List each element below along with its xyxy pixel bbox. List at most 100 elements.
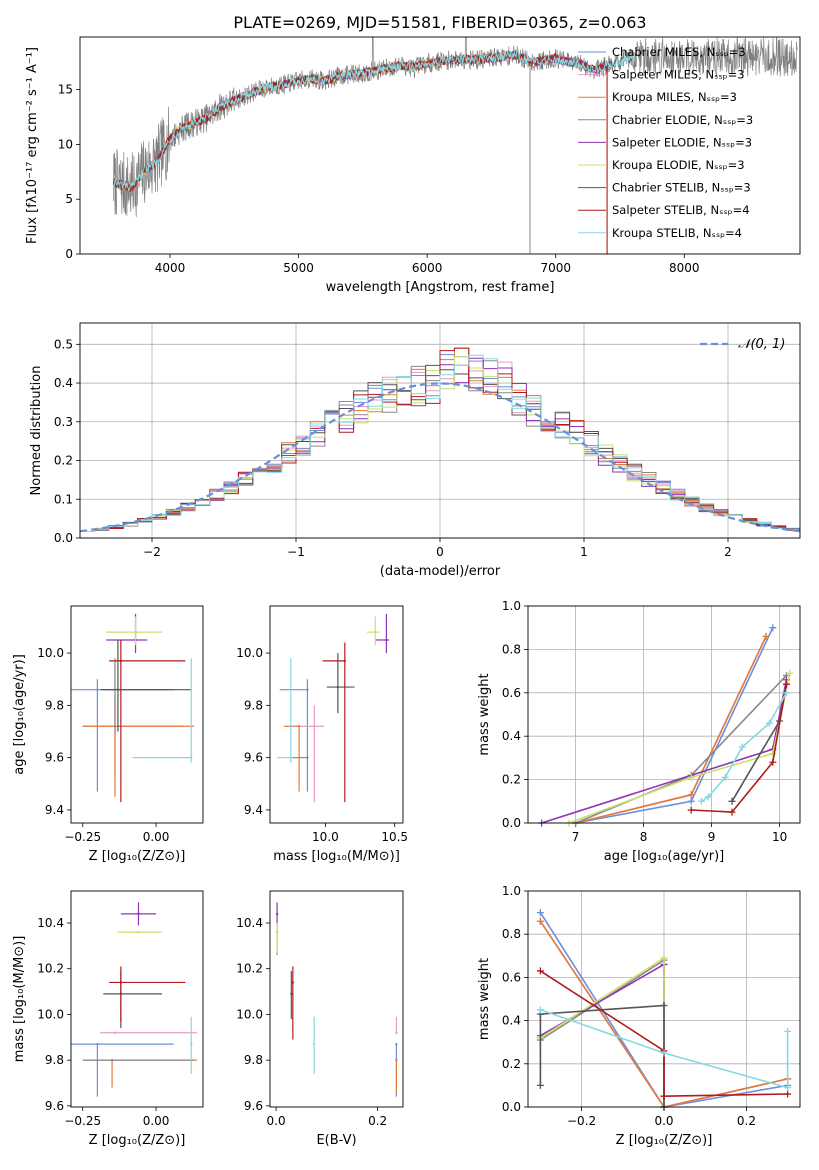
y-tick-label: 0.2 xyxy=(502,1057,521,1071)
y-tick-label: 9.6 xyxy=(244,751,263,765)
legend-entry: Salpeter ELODIE, Nₛₛₚ=3 xyxy=(612,135,752,149)
axes-frame xyxy=(70,890,204,1108)
weight-line-5 xyxy=(539,956,665,1107)
y-axis-label: Normed distribution xyxy=(29,366,44,496)
axes-frame xyxy=(527,605,801,824)
weight-marker xyxy=(721,773,729,781)
data-point xyxy=(313,725,316,728)
y-tick-label: 10.0 xyxy=(37,646,64,660)
data-point xyxy=(297,725,301,728)
weight-marker xyxy=(536,1006,544,1014)
weight-line-6 xyxy=(731,683,788,802)
x-tick-label: −1 xyxy=(287,545,305,559)
spectrum-model-2 xyxy=(112,50,608,254)
weight-marker xyxy=(769,750,777,758)
data-point xyxy=(343,659,347,663)
x-tick-label: 0 xyxy=(436,545,444,559)
weight-line-1 xyxy=(575,636,767,823)
y-tick-label: 0.3 xyxy=(54,415,73,429)
y-tick-label: 1.0 xyxy=(502,884,521,898)
axes-frame xyxy=(527,890,801,1108)
x-tick-label: 0.2 xyxy=(368,1114,387,1128)
y-tick-label: 0.0 xyxy=(502,816,521,830)
weight-line-5 xyxy=(568,673,791,823)
x-tick-label: 8 xyxy=(640,830,648,844)
y-axis-label: mass weight xyxy=(477,673,492,755)
data-point xyxy=(137,912,140,916)
axes-frame xyxy=(269,890,404,1108)
y-tick-label: 0.6 xyxy=(502,686,521,700)
data-point xyxy=(190,1042,193,1046)
weight-line-8 xyxy=(700,692,788,802)
y-tick-label: 9.8 xyxy=(45,1053,64,1067)
data-point xyxy=(119,981,123,984)
x-tick-label: 7 xyxy=(572,830,580,844)
y-axis-label: mass [log₁₀(M/M⊙)] xyxy=(12,936,27,1063)
panel-age_vs_Z: −0.25 0.00 9.4 9.6 9.8 10.0 Z [log₁₀(Z/Z⊙)] age… xyxy=(12,605,204,864)
data-point xyxy=(336,685,340,689)
weight-marker xyxy=(762,632,770,640)
x-tick-label: 9 xyxy=(708,830,716,844)
data-point xyxy=(96,688,99,691)
weight-line-0 xyxy=(575,627,774,823)
spectrum-model-8 xyxy=(112,49,634,192)
legend-entry: Chabrier MILES, Nₛₛₚ=3 xyxy=(612,45,746,59)
weight-line-2 xyxy=(575,636,767,823)
legend-entry: Chabrier STELIB, Nₛₛₚ=3 xyxy=(612,181,751,195)
y-tick-label: 15 xyxy=(58,83,73,97)
weight-marker xyxy=(784,1090,792,1098)
y-tick-label: 0.4 xyxy=(502,729,521,743)
axes-frame xyxy=(269,605,404,824)
y-tick-label: 10.2 xyxy=(37,962,64,976)
y-tick-label: 10 xyxy=(58,137,73,151)
data-point xyxy=(96,1042,99,1046)
x-axis-label: wavelength [Angstrom, rest frame] xyxy=(326,280,555,295)
y-tick-label: 1.0 xyxy=(502,599,521,613)
weight-line-4 xyxy=(540,963,665,1107)
x-tick-label: −0.25 xyxy=(64,830,101,844)
x-axis-label: (data-model)/error xyxy=(380,564,501,579)
x-tick-label: 2 xyxy=(724,545,732,559)
data-point xyxy=(275,912,279,916)
y-tick-label: 0.4 xyxy=(54,376,73,390)
x-tick-label: −0.25 xyxy=(64,1114,101,1128)
data-point xyxy=(306,756,309,759)
weight-marker xyxy=(536,909,544,917)
x-axis-label: Z [log₁₀(Z/Z⊙)] xyxy=(616,1133,713,1148)
data-point xyxy=(134,630,137,634)
y-tick-label: 9.6 xyxy=(45,751,64,765)
y-tick-label: 10.0 xyxy=(236,1007,263,1021)
weight-marker xyxy=(704,793,712,801)
axes-frame xyxy=(79,322,801,539)
y-tick-label: 0.2 xyxy=(54,454,73,468)
y-tick-label: 0.2 xyxy=(502,773,521,787)
x-tick-label: 4000 xyxy=(155,261,186,275)
data-point xyxy=(290,992,293,996)
x-tick-label: 0.00 xyxy=(143,1114,170,1128)
y-tick-label: 10.0 xyxy=(37,1007,64,1021)
x-axis-label: E(B-V) xyxy=(316,1133,356,1148)
y-tick-label: 0.1 xyxy=(54,492,73,506)
weight-marker xyxy=(784,1027,792,1035)
weight-marker xyxy=(536,1081,544,1089)
x-tick-label: −0.2 xyxy=(567,1114,596,1128)
legend-entry: Kroupa MILES, Nₛₛₚ=3 xyxy=(612,90,737,104)
weight-marker xyxy=(536,917,544,925)
data-point xyxy=(395,1058,398,1062)
x-tick-label: 8000 xyxy=(669,261,700,275)
axes-frame xyxy=(79,36,801,255)
weight-marker xyxy=(660,1049,668,1057)
weight-marker xyxy=(728,808,736,816)
x-tick-label: 0.0 xyxy=(654,1114,673,1128)
y-tick-label: 10.4 xyxy=(37,916,64,930)
weight-line-3 xyxy=(575,674,787,823)
panel-age_vs_mass: 10.0 10.5 9.4 9.6 9.8 10.0 mass [log₁₀(M/M⊙)] xyxy=(236,605,408,864)
weight-marker xyxy=(786,669,794,677)
x-tick-label: 0.0 xyxy=(267,1114,286,1128)
y-tick-label: 10.0 xyxy=(236,646,263,660)
weight-marker xyxy=(660,1001,668,1009)
weight-marker xyxy=(782,680,790,688)
y-tick-label: 0.5 xyxy=(54,337,73,351)
x-tick-label: 5000 xyxy=(283,261,314,275)
panel-mass_vs_EBV: 0.0 0.2 9.6 9.8 10.0 10.2 10.4 E(B-V) xyxy=(236,890,404,1148)
